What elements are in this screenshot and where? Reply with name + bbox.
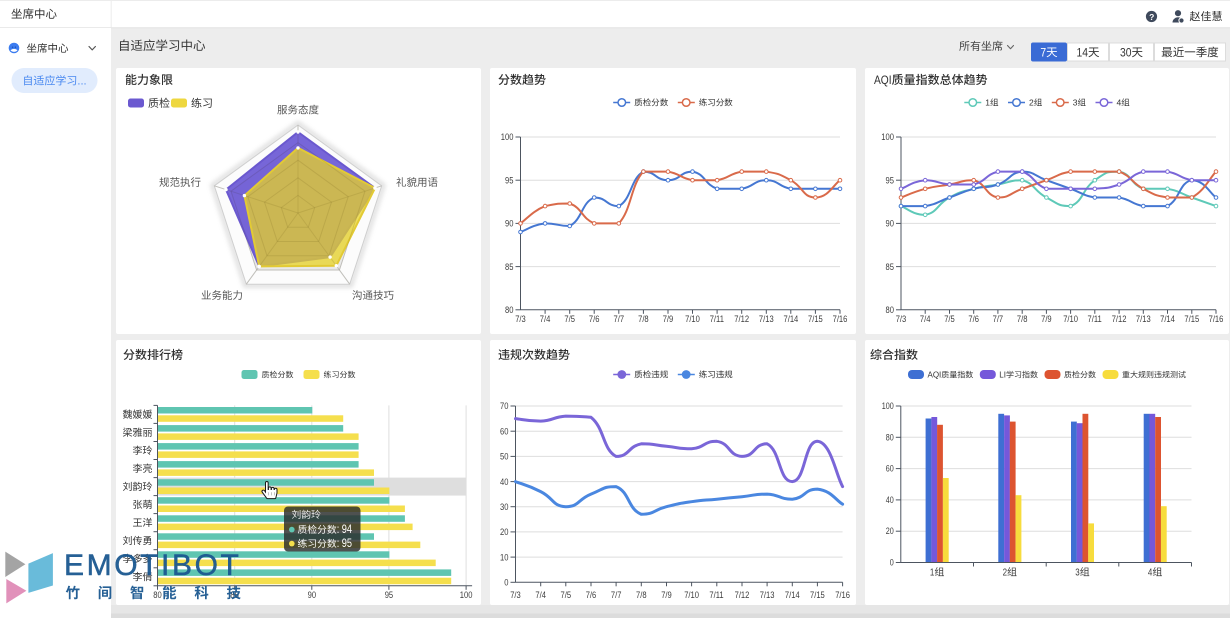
svg-text:100: 100 xyxy=(881,131,894,142)
svg-text:7/7: 7/7 xyxy=(993,313,1004,324)
svg-text:7/13: 7/13 xyxy=(1136,313,1151,324)
svg-text:: 95: : 95 xyxy=(337,538,353,550)
svg-text:20: 20 xyxy=(886,526,894,536)
svg-text:7/16: 7/16 xyxy=(835,589,850,600)
svg-text:7/14: 7/14 xyxy=(784,313,799,324)
svg-text:7/14: 7/14 xyxy=(1160,313,1175,324)
svg-text:7/13: 7/13 xyxy=(759,313,774,324)
svg-text:7/10: 7/10 xyxy=(1063,313,1078,324)
svg-text:7/8: 7/8 xyxy=(636,589,647,600)
svg-text:10: 10 xyxy=(500,551,509,562)
svg-text:2: 2 xyxy=(1003,567,1007,578)
svg-text:70: 70 xyxy=(500,400,509,411)
svg-text:7/5: 7/5 xyxy=(561,589,572,600)
svg-text:7/11: 7/11 xyxy=(710,313,724,324)
svg-text:2: 2 xyxy=(1029,98,1034,108)
svg-text:30: 30 xyxy=(500,501,509,512)
svg-text:7/13: 7/13 xyxy=(760,589,775,600)
svg-text:4: 4 xyxy=(1117,98,1122,108)
svg-text:7/3: 7/3 xyxy=(510,589,521,600)
svg-text:20: 20 xyxy=(500,526,509,537)
svg-text:7/12: 7/12 xyxy=(734,313,749,324)
svg-text:7/16: 7/16 xyxy=(833,313,848,324)
svg-text:95: 95 xyxy=(505,175,514,186)
svg-text:80: 80 xyxy=(153,589,162,600)
svg-text:60: 60 xyxy=(886,464,894,474)
svg-text:30: 30 xyxy=(1120,47,1132,60)
svg-text:7/7: 7/7 xyxy=(611,589,622,600)
svg-text:7/12: 7/12 xyxy=(1112,313,1127,324)
svg-text:7/11: 7/11 xyxy=(709,589,723,600)
svg-text:80: 80 xyxy=(886,304,895,315)
svg-text:7/3: 7/3 xyxy=(515,313,526,324)
svg-text:90: 90 xyxy=(308,589,317,600)
svg-text:7/16: 7/16 xyxy=(1209,313,1224,324)
svg-text:AQI: AQI xyxy=(874,74,892,87)
svg-text:7/15: 7/15 xyxy=(810,589,825,600)
svg-text:: 94: : 94 xyxy=(337,524,353,536)
svg-text:7/6: 7/6 xyxy=(589,313,600,324)
svg-text:LI: LI xyxy=(999,371,1006,380)
svg-text:7/9: 7/9 xyxy=(663,313,674,324)
svg-text:EMOTIBOT: EMOTIBOT xyxy=(64,549,241,582)
svg-text:...: ... xyxy=(77,76,86,88)
svg-text:7/9: 7/9 xyxy=(661,589,672,600)
svg-text:100: 100 xyxy=(460,589,473,600)
svg-text:7/14: 7/14 xyxy=(785,589,800,600)
svg-text:100: 100 xyxy=(501,131,514,142)
svg-text:90: 90 xyxy=(886,218,895,229)
svg-text:7/11: 7/11 xyxy=(1088,313,1102,324)
svg-text:7/10: 7/10 xyxy=(685,313,700,324)
svg-text:7/5: 7/5 xyxy=(944,313,955,324)
svg-text:?: ? xyxy=(1149,12,1154,22)
svg-text:7/6: 7/6 xyxy=(968,313,979,324)
svg-text:7/6: 7/6 xyxy=(586,589,597,600)
svg-text:7/7: 7/7 xyxy=(614,313,625,324)
svg-text:14: 14 xyxy=(1077,47,1089,60)
svg-text:0: 0 xyxy=(890,558,894,568)
svg-text:85: 85 xyxy=(505,261,514,272)
svg-text:7/9: 7/9 xyxy=(1041,313,1052,324)
svg-text:7: 7 xyxy=(1040,47,1046,60)
svg-text:1: 1 xyxy=(985,98,990,108)
svg-text:7/8: 7/8 xyxy=(638,313,649,324)
svg-text:85: 85 xyxy=(886,261,895,272)
svg-text:100: 100 xyxy=(882,401,894,411)
svg-text:7/8: 7/8 xyxy=(1017,313,1028,324)
svg-text:7/12: 7/12 xyxy=(735,589,750,600)
svg-text:7/15: 7/15 xyxy=(808,313,823,324)
svg-text:95: 95 xyxy=(886,175,895,186)
svg-text:7/4: 7/4 xyxy=(540,313,551,324)
svg-text:7/3: 7/3 xyxy=(896,313,907,324)
svg-text:0: 0 xyxy=(504,577,508,588)
svg-text:80: 80 xyxy=(505,304,514,315)
svg-text:80: 80 xyxy=(886,433,894,443)
svg-text:90: 90 xyxy=(505,218,514,229)
svg-text:4: 4 xyxy=(1148,567,1152,578)
svg-text:60: 60 xyxy=(500,426,509,437)
svg-text:7/10: 7/10 xyxy=(684,589,699,600)
svg-text:7/5: 7/5 xyxy=(564,313,575,324)
svg-text:3: 3 xyxy=(1073,98,1078,108)
svg-text:95: 95 xyxy=(385,589,394,600)
svg-text:50: 50 xyxy=(500,451,509,462)
svg-text:40: 40 xyxy=(500,476,509,487)
svg-text:7/4: 7/4 xyxy=(535,589,546,600)
svg-text:40: 40 xyxy=(886,495,894,505)
svg-text:7/15: 7/15 xyxy=(1184,313,1199,324)
svg-text:AQI: AQI xyxy=(928,371,942,380)
svg-text:3: 3 xyxy=(1075,567,1079,578)
svg-text:1: 1 xyxy=(930,567,934,578)
svg-text:7/4: 7/4 xyxy=(920,313,931,324)
